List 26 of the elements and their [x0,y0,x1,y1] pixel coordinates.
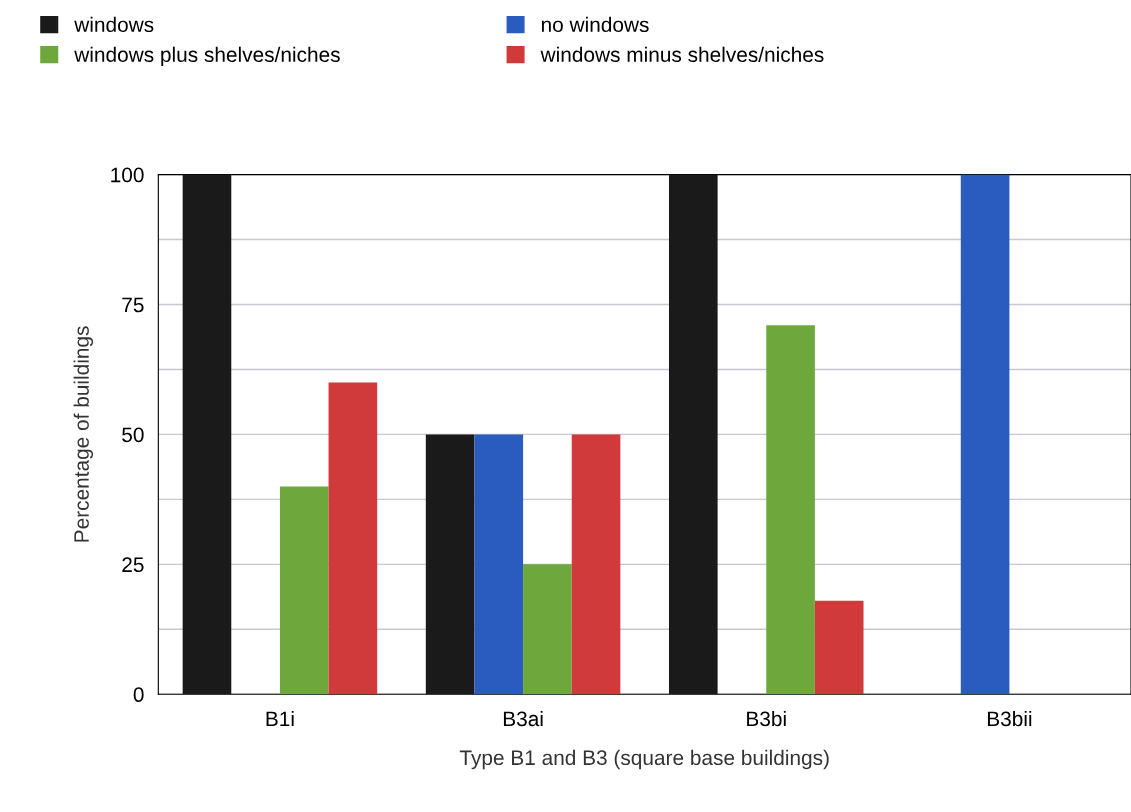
y-axis-title: Percentage of buildings [73,326,94,542]
bar [814,600,864,695]
y-tick-label: 50 [122,427,144,443]
bar [425,434,475,695]
bar [523,564,572,695]
x-axis-title: Type B1 and B3 (square base buildings) [459,749,829,770]
y-tick-label: 0 [133,687,144,703]
x-tick-label: B3bii [987,710,1032,727]
legend-label: windows plus shelves/niches [74,46,340,67]
legend-label: windows [74,16,154,33]
legend-label: no windows [541,16,649,33]
y-tick-label: 100 [111,167,144,183]
bar [182,174,232,695]
x-tick-label: B1i [266,710,294,727]
legend-label: windows minus shelves/niches [540,46,824,62]
y-tick-label: 25 [122,557,144,573]
bar [571,434,621,695]
bar [474,434,524,695]
bar [279,486,329,695]
x-tick-label: B3bi [747,710,786,727]
bar [668,174,718,695]
x-tick-label: B3ai [503,710,543,727]
bar [960,174,1010,695]
bar [766,325,815,695]
y-tick-label: 75 [122,297,144,313]
bar [328,382,378,695]
